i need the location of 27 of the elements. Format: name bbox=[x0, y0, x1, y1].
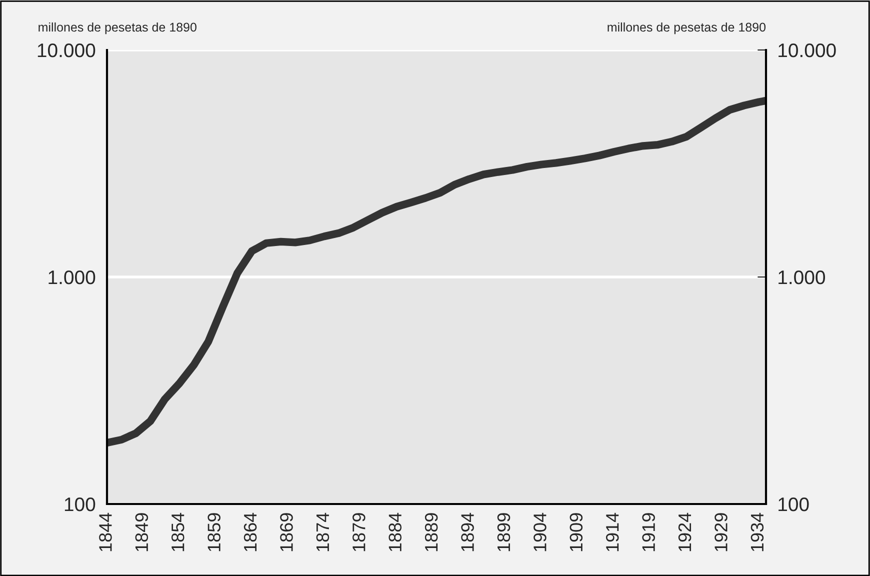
x-tick-label: 1909 bbox=[570, 513, 583, 552]
x-tick-label: 1869 bbox=[280, 513, 293, 552]
x-tick-label: 1924 bbox=[678, 512, 692, 552]
x-tick-label: 1894 bbox=[461, 512, 474, 552]
x-tick-label: 1919 bbox=[642, 513, 655, 552]
x-tick-label: 1929 bbox=[714, 513, 728, 552]
y-tick-label: 10.000 bbox=[38, 43, 96, 58]
x-tick-label: 1854 bbox=[171, 512, 184, 552]
x-tick-label: 1874 bbox=[316, 512, 330, 552]
x-tick-label: 1859 bbox=[208, 513, 220, 552]
x-tick-label: 1844 bbox=[99, 512, 112, 552]
y2-axis-title: millones de pesetas de 1890 bbox=[608, 22, 766, 34]
x-tick-label: 1899 bbox=[497, 513, 510, 552]
text: 1.000 bbox=[778, 270, 826, 284]
text: 10.000 bbox=[778, 43, 836, 58]
x-tick-label: 1889 bbox=[424, 513, 438, 552]
y-tick-label: 100 bbox=[64, 497, 96, 512]
x-tick-label: 1884 bbox=[388, 512, 402, 552]
x-tick-label: 1849 bbox=[135, 513, 148, 552]
x-tick-label: 1879 bbox=[352, 513, 366, 552]
x-tick-label: 1904 bbox=[534, 512, 546, 552]
x-tick-label: 1864 bbox=[244, 512, 257, 552]
y-axis-title: millones de pesetas de 1890 bbox=[38, 22, 196, 34]
y-tick-label: 1.000 bbox=[48, 270, 96, 284]
text: 100 bbox=[778, 497, 809, 512]
x-tick-label: 1914 bbox=[606, 512, 619, 552]
x-tick-label: 1934 bbox=[750, 512, 764, 552]
